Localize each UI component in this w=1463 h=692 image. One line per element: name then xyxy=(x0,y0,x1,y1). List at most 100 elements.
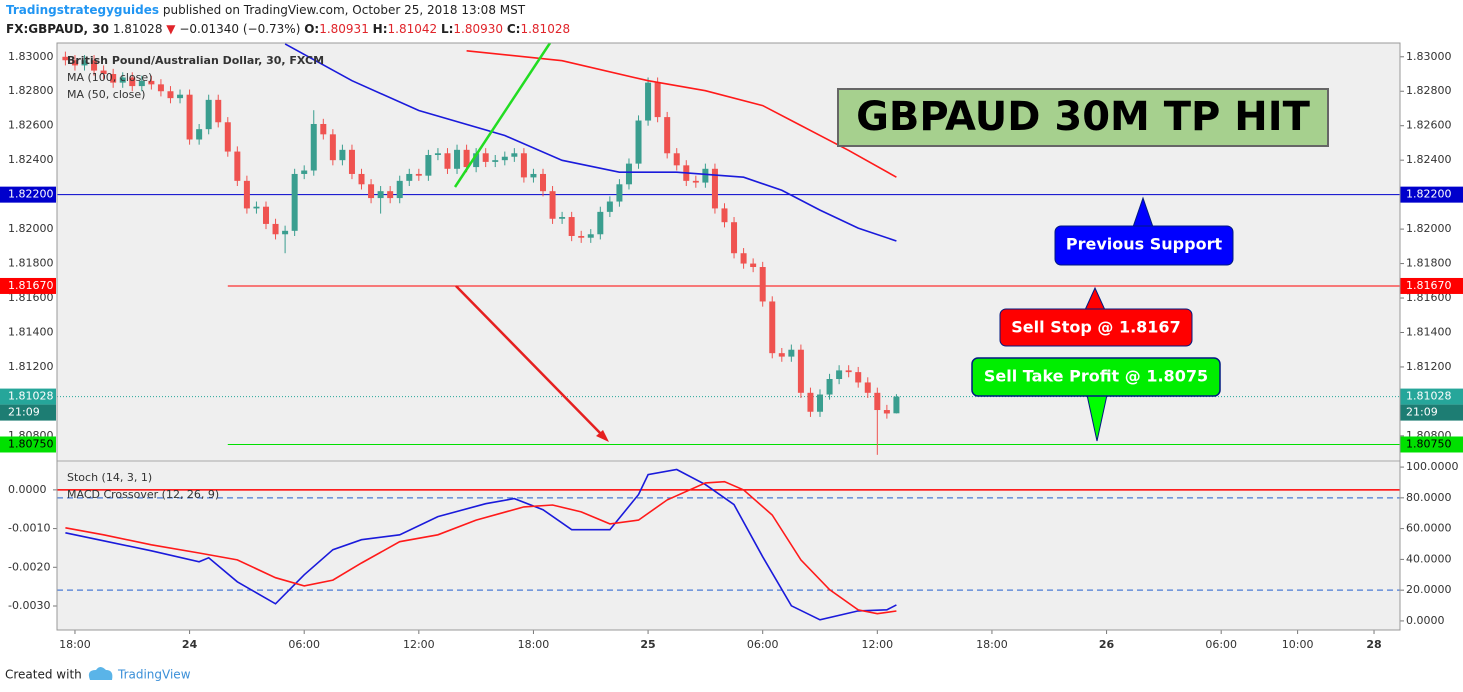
candle-body xyxy=(368,184,375,199)
candle-body xyxy=(578,235,585,238)
candle-body xyxy=(339,149,346,161)
price-tag xyxy=(1400,404,1463,421)
candle-body xyxy=(530,173,537,178)
candle-body xyxy=(186,94,193,140)
candle-body xyxy=(482,153,489,162)
candle-body xyxy=(119,77,126,83)
candle-body xyxy=(425,155,432,176)
candle-body xyxy=(501,156,508,161)
x-tick-label: 18:00 xyxy=(518,638,550,651)
price-tag xyxy=(1400,186,1463,203)
frame xyxy=(56,42,1401,631)
candle-body xyxy=(836,370,843,380)
candle-body xyxy=(750,263,757,268)
ohlc: O:1.80931 H:1.81042 L:1.80930 C:1.81028 xyxy=(304,22,570,36)
candle-body xyxy=(721,208,728,223)
candle-body xyxy=(167,91,174,99)
candle-body xyxy=(396,180,403,199)
candle-body xyxy=(110,74,117,83)
y-tick-label: 1.81400 xyxy=(1406,325,1452,338)
candle-body xyxy=(874,392,881,411)
ohlc-key: L: xyxy=(440,22,454,36)
candle-body xyxy=(559,217,566,219)
candle-body xyxy=(893,396,900,414)
symbol-line: FX:GBPAUD, 30 1.81028 ▼ −0.01340 (−0.73%… xyxy=(6,22,570,36)
candle-body xyxy=(205,99,212,130)
candle-body xyxy=(645,82,652,121)
y-tick-label: 1.81600 xyxy=(8,291,54,304)
candle-body xyxy=(434,153,441,156)
y-tick-label: 0.0000 xyxy=(8,483,47,496)
candle-body xyxy=(177,94,184,99)
annotation-target: Sell Take Profit @ 1.8075 xyxy=(971,357,1221,442)
price-tag-label: 1.81028 xyxy=(8,390,54,403)
y2-tick-label: 100.0000 xyxy=(1406,460,1459,473)
y-tick-label: 1.82600 xyxy=(1406,119,1452,132)
candle-body xyxy=(549,191,556,219)
x-tick-label: 10:00 xyxy=(1282,638,1314,651)
ohlc-key: C: xyxy=(506,22,521,36)
footer-text: Created with xyxy=(5,668,82,682)
ohlc-key: O: xyxy=(304,22,320,36)
candle-body xyxy=(272,223,279,235)
price-tag xyxy=(1400,436,1463,453)
candle-body xyxy=(855,372,862,383)
candle-body xyxy=(692,180,699,183)
candle-body xyxy=(262,206,269,224)
publisher[interactable]: Tradingstrategyguides xyxy=(6,3,160,17)
x-tick-label: 06:00 xyxy=(288,638,320,651)
candle-body xyxy=(129,77,136,87)
price-tag-label: 1.80750 xyxy=(1406,437,1452,450)
callout-box xyxy=(971,357,1221,397)
candle-body xyxy=(454,149,461,169)
symbol: FX:GBPAUD, 30 xyxy=(6,22,109,36)
y-tick-label: 1.82800 xyxy=(8,84,54,97)
y-tick-label: 1.82400 xyxy=(1406,153,1452,166)
candle-body xyxy=(492,160,499,162)
footer-brand[interactable]: TradingView xyxy=(117,668,191,682)
title-box xyxy=(837,88,1329,147)
annotation-support: Previous Support xyxy=(1054,196,1234,266)
candle-body xyxy=(711,168,718,209)
legend-entry: MA (100, close) xyxy=(67,71,152,84)
ohlc-value: 1.81042 xyxy=(387,22,438,36)
x-tick-label: 12:00 xyxy=(861,638,893,651)
x-tick-label: 24 xyxy=(182,638,198,651)
y-tick-label: 1.81600 xyxy=(1406,291,1452,304)
series-line xyxy=(65,480,897,615)
candle-body xyxy=(702,168,709,183)
header-line: Tradingstrategyguides published on Tradi… xyxy=(6,3,525,17)
price-tag-label: 1.82200 xyxy=(1406,188,1452,201)
callout-text: Sell Take Profit @ 1.8075 xyxy=(984,367,1208,386)
y-tick-label: 1.83000 xyxy=(8,50,54,63)
legend-entry: Stoch (14, 3, 1) xyxy=(67,471,152,484)
ohlc-value: 1.81028 xyxy=(520,22,571,36)
candle-body xyxy=(329,134,336,161)
candle-body xyxy=(444,153,451,169)
candle-body xyxy=(731,222,738,254)
y2-tick-label: 20.0000 xyxy=(1406,583,1452,596)
candle-body xyxy=(826,379,833,395)
y2-tick-label: 80.0000 xyxy=(1406,491,1452,504)
candle-body xyxy=(769,301,776,354)
candle-body xyxy=(301,170,308,174)
direction: ▼ xyxy=(166,22,176,36)
x-tick-label: 26 xyxy=(1099,638,1115,651)
y-tick-label: 1.82000 xyxy=(8,222,54,235)
candle-body xyxy=(664,117,671,154)
candle-body xyxy=(100,70,107,75)
y2-tick-label: 60.0000 xyxy=(1406,522,1452,535)
price-tag xyxy=(0,404,56,421)
ohlc-value: 1.80931 xyxy=(319,22,369,36)
price-tag xyxy=(1400,277,1463,294)
candle-body xyxy=(845,370,852,373)
series-line xyxy=(284,43,897,242)
y-tick-label: -0.0010 xyxy=(8,522,50,535)
candle-body xyxy=(616,184,623,202)
candle-body xyxy=(71,60,78,66)
trend-line xyxy=(453,42,552,188)
callout-text: Previous Support xyxy=(1066,235,1223,254)
candle-body xyxy=(91,60,98,71)
arrow-head xyxy=(596,430,609,442)
